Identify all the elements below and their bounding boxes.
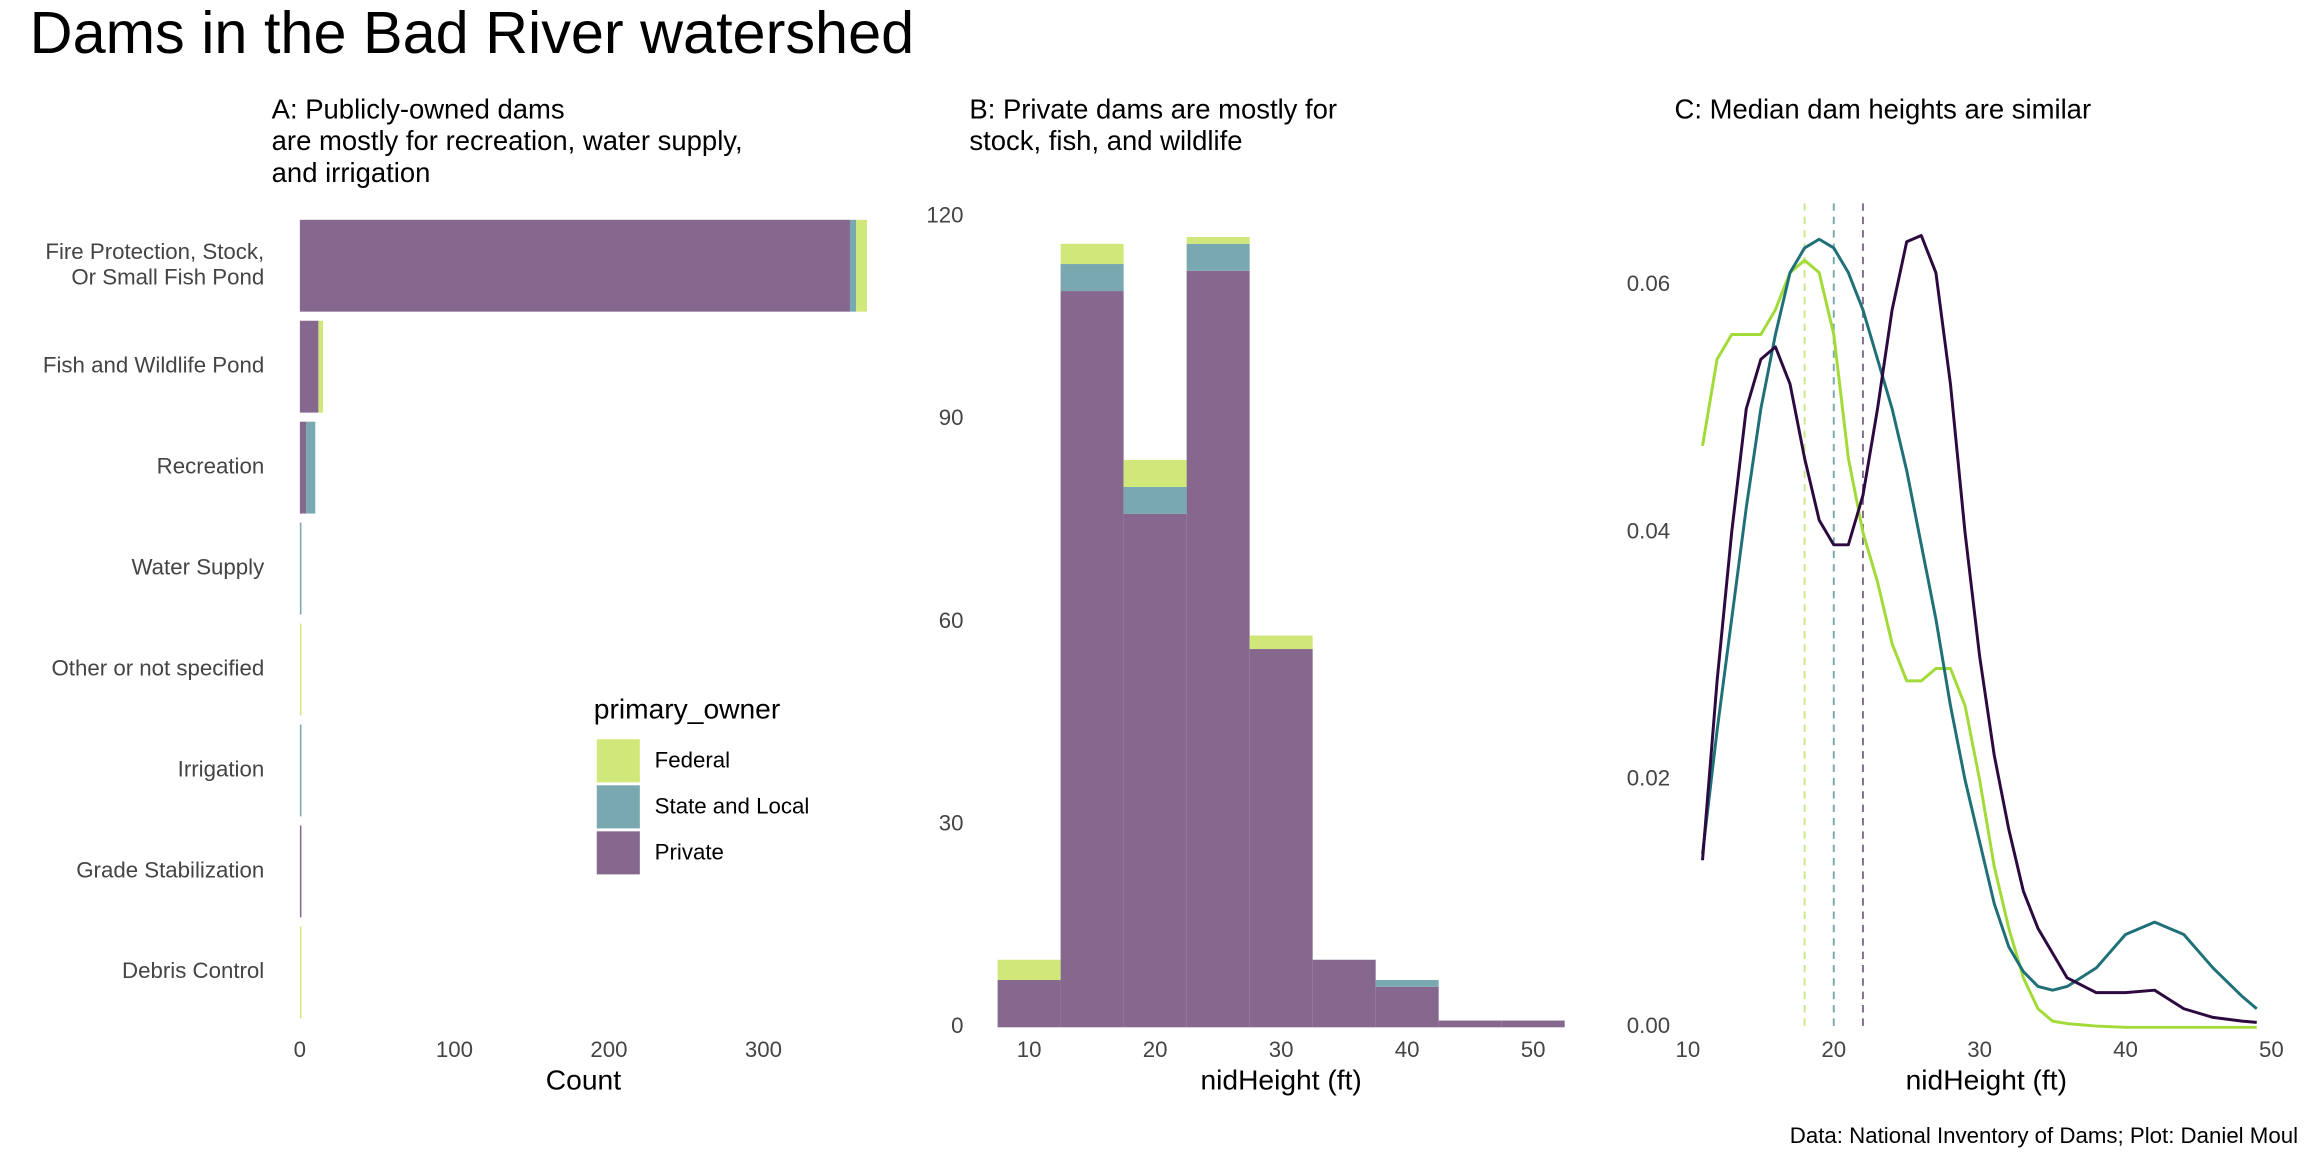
x-tick-label: 10 [1676,1037,1701,1062]
x-tick-label: 40 [2113,1037,2138,1062]
panel-title: A: Publicly-owned dams are mostly for rec… [272,94,743,189]
histogram-segment [1123,486,1187,514]
bar-segment [299,623,302,716]
bar-segment [849,219,857,312]
y-tick-label: 90 [939,405,964,430]
histogram-segment [1438,1020,1502,1028]
legend-key [596,785,640,829]
y-tick-label: Debris Control [122,958,264,983]
legend-key [596,739,640,783]
bar-segment [318,320,324,413]
x-tick-label: 20 [1143,1037,1168,1062]
bar-segment [299,522,302,615]
y-tick-label: 0.00 [1627,1013,1670,1038]
x-tick-label: 200 [590,1037,627,1062]
legend-label: State and Local [655,793,810,818]
histogram-segment [1186,270,1250,1028]
bar-segment [299,320,319,413]
x-tick-label: 0 [294,1037,306,1062]
histogram-segment [1375,986,1439,1028]
legend-label: Private [655,839,724,864]
y-tick-label: 120 [926,203,963,228]
y-tick-label: Fire Protection, Stock, Or Small Fish Pon… [45,239,264,289]
x-tick-label: 100 [436,1037,473,1062]
x-tick-label: 50 [1521,1037,1546,1062]
bar-segment [299,219,850,312]
histogram-segment [1375,980,1439,987]
x-tick-label: 10 [1017,1037,1042,1062]
bar-segment [299,421,307,514]
y-tick-label: 0 [951,1013,963,1038]
y-tick-label: 30 [939,811,964,836]
x-axis-title: nidHeight (ft) [1906,1064,2067,1096]
y-tick-label: 0.04 [1627,518,1670,543]
bar-segment [306,421,316,514]
x-tick-label: 30 [1269,1037,1294,1062]
bar-segment [299,825,302,918]
x-tick-label: 30 [1967,1037,1992,1062]
density-line [1701,237,2258,1010]
histogram-segment [1249,649,1313,1028]
x-tick-label: 40 [1395,1037,1420,1062]
panel-title: C: Median dam heights are similar [1675,94,2092,125]
histogram-segment [1501,1020,1565,1028]
legend-key [596,831,640,875]
y-tick-label: Other or not specified [52,655,265,680]
x-axis-title: nidHeight (ft) [1200,1064,1361,1096]
density-line [1701,234,2257,1024]
x-axis-title: Count [546,1064,621,1096]
histogram-segment [1060,291,1124,1028]
histogram-segment [1312,959,1376,1028]
caption: Data: National Inventory of Dams; Plot: … [1790,1123,2298,1148]
bar-segment [299,926,302,1019]
y-tick-label: Water Supply [132,554,266,579]
histogram-segment [997,980,1061,1028]
y-tick-label: 0.02 [1627,766,1670,791]
y-tick-label: Irrigation [178,756,265,781]
histogram-segment [1186,237,1250,244]
histogram-segment [1123,513,1187,1028]
x-tick-label: 20 [1821,1037,1846,1062]
histogram-segment [997,959,1061,981]
y-tick-label: 60 [939,608,964,633]
histogram-segment [1249,635,1313,650]
y-tick-label: Fish and Wildlife Pond [43,353,264,378]
histogram-segment [1060,243,1124,265]
density-line [1701,258,2257,1029]
y-tick-label: Recreation [157,454,265,479]
x-tick-label: 300 [745,1037,782,1062]
histogram-segment [1123,459,1187,487]
y-tick-label: Grade Stabilization [76,857,264,882]
legend-label: Federal [655,747,730,772]
panel-title: B: Private dams are mostly for stock, fis… [969,94,1337,157]
histogram-segment [1186,243,1250,271]
x-tick-label: 50 [2259,1037,2284,1062]
figure-title: Dams in the Bad River watershed [30,0,914,66]
bar-segment [856,219,867,312]
legend-title: primary_owner [594,693,780,725]
y-tick-label: 0.06 [1627,271,1670,296]
histogram-segment [1060,264,1124,292]
bar-segment [299,724,302,817]
